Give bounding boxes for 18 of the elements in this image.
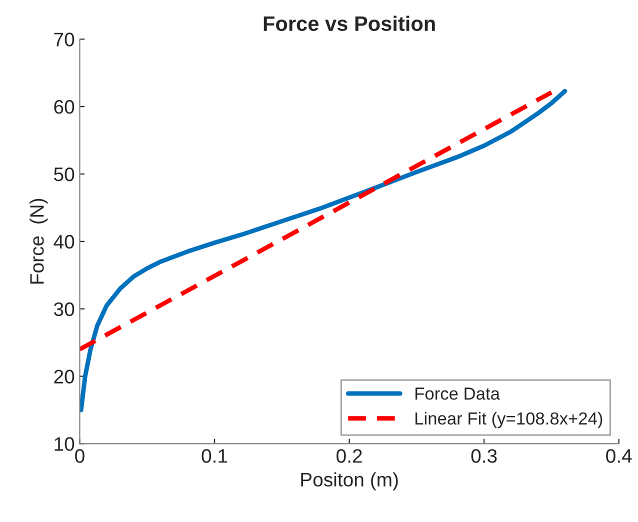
- line-series: [80, 88, 568, 412]
- x-tick-label: 0: [75, 449, 84, 463]
- y-tick-label: 60: [54, 100, 74, 114]
- x-tick-label: 0.1: [202, 449, 228, 463]
- y-tick-label: 50: [54, 167, 74, 182]
- x-tick-label: 0.2: [336, 449, 362, 463]
- x-tick-label: 0.4: [606, 449, 632, 463]
- x-axis-title: Positon (m): [301, 472, 398, 490]
- y-axis-title: Force (N): [30, 198, 48, 284]
- chart-title: Force vs Position: [264, 16, 435, 32]
- y-tick-label: 10: [54, 437, 74, 451]
- y-tick-label: 30: [54, 302, 74, 316]
- y-tick-label: 70: [54, 32, 74, 46]
- legend-label: Force Data: [416, 388, 500, 400]
- x-tick-label: 0.3: [471, 449, 497, 463]
- y-tick-label: 20: [54, 370, 74, 384]
- legend-label: Linear Fit (y=108.8x+24): [416, 412, 602, 428]
- y-tick-label: 40: [54, 234, 74, 249]
